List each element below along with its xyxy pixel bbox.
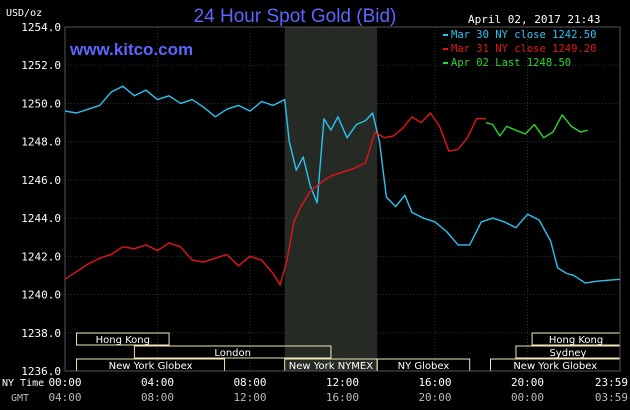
legend-entry: Apr 02 Last 1248.50 [451,57,571,69]
chart-title: 24 Hour Spot Gold (Bid) [194,6,397,27]
session-bar-label: NY Globex [398,361,450,372]
session-bar-label: Hong Kong [549,335,603,346]
x-tick-label-gmt: 03:59 [595,391,628,404]
x-tick-label-ny: 08:00 [233,376,266,389]
series-line-1 [64,112,486,286]
plot-frame [64,26,621,372]
y-tick-label: 1240.0 [21,289,61,302]
x-tick-label-gmt: 12:00 [233,391,266,404]
x-tick-label-ny: 00:00 [48,376,81,389]
x-tick-label-gmt: 16:00 [326,391,359,404]
plot-area: Hong Kong Hong Kong London Sydney New York G… [64,26,621,372]
y-tick-label: 1254.0 [21,21,61,34]
session-bar-label: Hong Kong [96,335,150,346]
legend-swatch [443,34,448,36]
x-tick-label-gmt: 20:00 [418,391,451,404]
session-bar [76,332,170,346]
legend-entry: Mar 30 NY close 1242.50 [451,29,596,41]
y-tick-label: 1238.0 [21,327,61,340]
session-bar-label: New York Globex [109,361,193,372]
x-tick-label-gmt: 04:00 [48,391,81,404]
session-bar-label: Sydney [549,348,586,359]
session-bar-label: New York Globex [513,361,597,372]
x-axis-label-gmt: GMT [11,393,29,404]
y-tick-label: 1252.0 [21,59,61,72]
x-tick-label-ny: 23:59 [595,376,628,389]
legend-entry: Mar 31 NY close 1249.20 [451,43,596,55]
session-bar-label: London [214,348,251,359]
series-line-2 [485,114,588,139]
legend: Mar 30 NY close 1242.50 Mar 31 NY close 1… [443,29,596,69]
x-tick-label-ny: 20:00 [511,376,544,389]
y-tick-label: 1244.0 [21,212,61,225]
session-bar-label: New York NYMEX [289,361,374,372]
website-link[interactable]: www.kitco.com [69,40,193,59]
y-tick-label: 1246.0 [21,174,61,187]
x-tick-label-ny: 12:00 [326,376,359,389]
legend-swatch [443,48,448,50]
series-line-0 [64,85,620,284]
x-tick-label-ny: 04:00 [141,376,174,389]
nymex-session-shade [284,27,378,371]
x-axis-label-ny: NY Time [2,378,44,389]
y-tick-label: 1250.0 [21,97,61,110]
timestamp: April 02, 2017 21:43 [468,13,600,26]
x-tick-label-gmt: 08:00 [141,391,174,404]
y-tick-label: 1248.0 [21,136,61,149]
session-bar [133,345,332,359]
x-tick-label-ny: 16:00 [418,376,451,389]
y-axis-label: USD/oz [6,8,42,19]
y-tick-label: 1242.0 [21,250,61,263]
legend-swatch [443,62,448,64]
axes: 1236.0 1238.0 1240.0 1242.0 1244.0 1246.0 1248… [21,21,628,404]
y-tick-label: 1236.0 [21,365,61,378]
x-tick-label-gmt: 00:00 [511,391,544,404]
